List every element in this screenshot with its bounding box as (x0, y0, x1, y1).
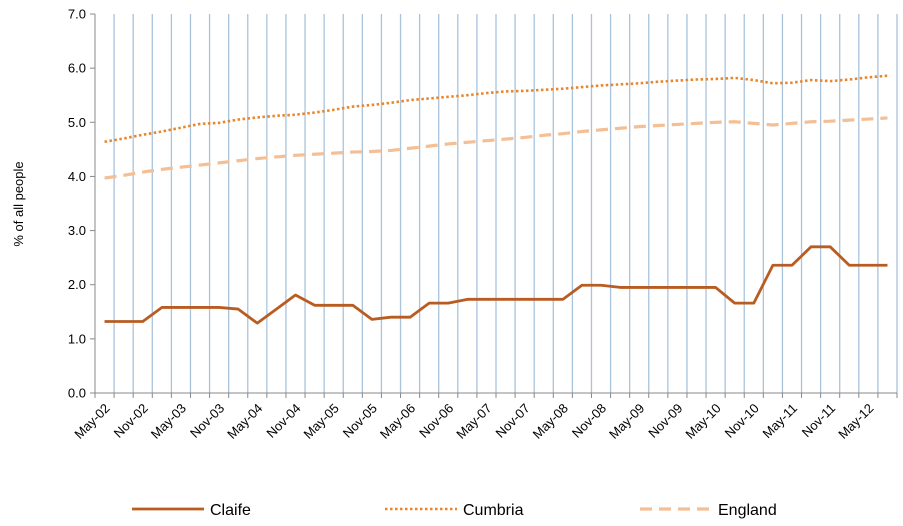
y-tick-label: 0.0 (68, 386, 86, 401)
series-line-cumbria (104, 74, 888, 144)
x-tick-label: May-06 (377, 401, 418, 442)
y-tick-label: 1.0 (68, 331, 86, 346)
legend: Claife Cumbria England (132, 502, 777, 519)
x-tick-label: Nov-10 (722, 401, 762, 441)
x-tick-label: May-07 (453, 401, 494, 442)
y-axis-title: % of all people (11, 161, 26, 246)
x-tick-label: Nov-03 (187, 401, 227, 441)
x-tick-label: May-12 (835, 401, 876, 442)
vertical-gridlines (113, 14, 898, 393)
x-tick-label: May-02 (71, 401, 112, 442)
y-tick-label: 3.0 (68, 223, 86, 238)
legend-label-cumbria: Cumbria (463, 502, 524, 519)
x-tick-labels: May-02Nov-02May-03Nov-03May-04Nov-04May-… (71, 393, 898, 442)
y-tick-label: 6.0 (68, 61, 86, 76)
legend-label-england: England (718, 502, 777, 519)
x-tick-label: Nov-09 (645, 401, 685, 441)
x-tick-label: Nov-05 (340, 401, 380, 441)
x-tick-label: May-04 (224, 401, 265, 442)
x-tick-label: May-05 (301, 401, 342, 442)
x-tick-label: May-03 (148, 401, 189, 442)
x-tick-label: Nov-02 (111, 401, 151, 441)
series-line-england (104, 116, 888, 180)
y-tick-labels: 0.0 1.0 2.0 3.0 4.0 5.0 6.0 7.0 (68, 7, 95, 401)
x-tick-label: May-09 (606, 401, 647, 442)
y-tick-label: 5.0 (68, 115, 86, 130)
y-tick-label: 4.0 (68, 169, 86, 184)
x-tick-label: May-08 (530, 401, 571, 442)
series-lines (104, 74, 888, 325)
x-tick-label: May-10 (682, 401, 723, 442)
x-tick-label: Nov-07 (493, 401, 533, 441)
y-tick-label: 2.0 (68, 277, 86, 292)
x-tick-label: Nov-08 (569, 401, 609, 441)
x-tick-label: Nov-04 (263, 401, 303, 441)
series-line-claife (104, 245, 888, 325)
x-tick-label: May-11 (760, 401, 801, 442)
y-tick-label: 7.0 (68, 7, 86, 22)
x-tick-label: Nov-06 (416, 401, 456, 441)
x-tick-label: Nov-11 (799, 401, 839, 441)
legend-label-claife: Claife (210, 502, 251, 519)
